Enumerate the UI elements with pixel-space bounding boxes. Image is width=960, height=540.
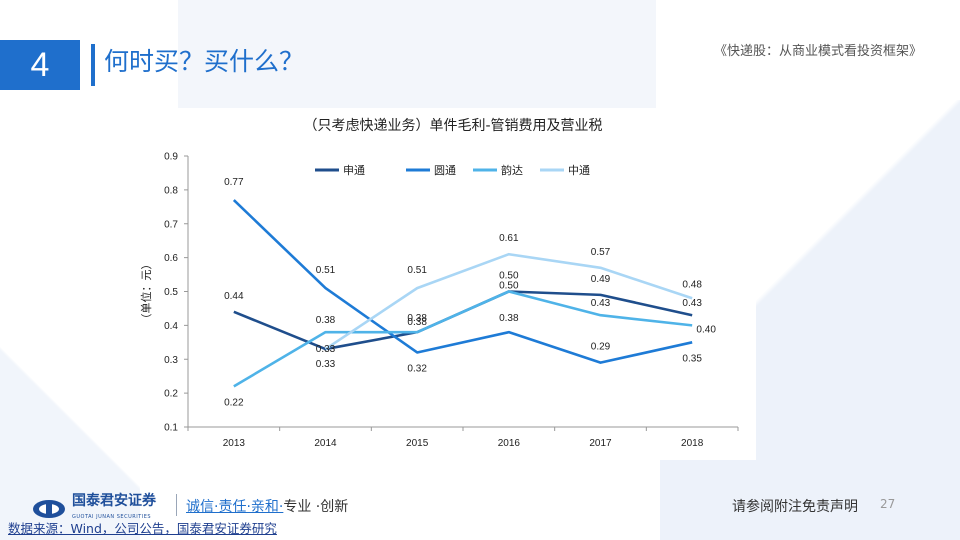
logo-subtitle: GUOTAI JUNAN SECURITIES: [72, 514, 152, 520]
disclaimer-text: 请参阅附注免责声明: [732, 499, 858, 515]
data-label: 0.61: [499, 233, 519, 244]
legend-label: 申通: [343, 164, 365, 177]
y-tick-label: 0.5: [164, 287, 178, 298]
y-tick-label: 0.8: [164, 185, 178, 196]
section-number-badge: 4: [0, 40, 80, 90]
document-reference: 《快递股：从商业模式看投资框架》: [713, 44, 922, 59]
x-tick-label: 2016: [498, 438, 521, 449]
data-label: 0.77: [224, 177, 244, 188]
footer-divider: [176, 494, 177, 516]
data-label: 0.38: [407, 317, 427, 328]
data-label: 0.50: [499, 271, 519, 282]
slogan-highlight: 诚信·责任·亲和·: [186, 499, 284, 515]
company-logo: 国泰君安证券 GUOTAI JUNAN SECURITIES: [32, 494, 156, 524]
data-label: 0.48: [682, 279, 702, 290]
data-label: 0.38: [407, 313, 427, 324]
y-tick-label: 0.4: [164, 321, 178, 332]
data-label: 0.35: [682, 353, 702, 364]
data-label: 0.38: [499, 313, 519, 324]
background-panel: [178, 0, 656, 110]
chart-card: （只考虑快递业务）单件毛利-管销费用及营业税 0.1 0.2 0.3 0.4 0.5 0.6…: [124, 108, 756, 460]
series-line-3: [233, 290, 693, 388]
company-slogan: 诚信·责任·亲和·专业 ·创新: [186, 496, 348, 516]
series-line-1: [233, 290, 693, 351]
data-label: 0.44: [224, 291, 244, 302]
y-tick-label: 0.6: [164, 253, 178, 264]
logo-icon: [32, 499, 66, 519]
y-tick-label: 0.9: [164, 152, 178, 163]
y-tick-label: 0.7: [164, 219, 178, 230]
legend-label: 韵达: [501, 163, 523, 177]
data-label: 0.43: [682, 298, 702, 309]
line-chart: （只考虑快递业务）单件毛利-管销费用及营业税 0.1 0.2 0.3 0.4 0.5 0.6…: [139, 118, 739, 449]
chart-title: （只考虑快递业务）单件毛利-管销费用及营业税: [303, 118, 602, 134]
data-label: 0.51: [407, 265, 427, 276]
y-axis-label: （单位：元）: [139, 259, 153, 325]
background-decoration-left: [0, 300, 140, 540]
x-tick-label: 2013: [223, 438, 246, 449]
legend-label: 圆通: [434, 164, 456, 177]
series-line-2: [232, 199, 693, 364]
title-accent-bar: [91, 44, 95, 86]
y-tick-label: 0.3: [164, 355, 178, 366]
data-label: 0.22: [224, 397, 244, 408]
data-label: 0.32: [407, 363, 427, 374]
data-label: 0.50: [499, 281, 519, 292]
data-label: 0.29: [591, 342, 611, 353]
data-label: 0.49: [591, 274, 611, 285]
page-title: 何时买？买什么？: [104, 47, 305, 76]
x-tick-label: 2014: [314, 438, 337, 449]
data-label: 0.33: [316, 344, 336, 355]
data-label: 0.57: [591, 247, 611, 258]
y-tick-label: 0.2: [164, 389, 178, 400]
slogan-rest: 专业 ·创新: [283, 499, 349, 515]
series-line-4: [324, 252, 693, 351]
page-number: 27: [880, 497, 896, 511]
data-label: 0.40: [696, 324, 716, 335]
data-label: 0.51: [316, 265, 336, 276]
legend-label: 中通: [568, 164, 590, 177]
data-label: 0.43: [591, 298, 611, 309]
y-tick-label: 0.1: [164, 423, 178, 434]
data-label: 0.38: [316, 315, 336, 326]
data-label: 0.33: [316, 359, 336, 370]
data-source-note: 数据来源：Wind，公司公告，国泰君安证券研究: [8, 521, 277, 536]
x-tick-label: 2017: [589, 438, 612, 449]
x-tick-label: 2018: [681, 438, 704, 449]
x-tick-label: 2015: [406, 438, 429, 449]
logo-name: 国泰君安证券: [72, 493, 156, 509]
